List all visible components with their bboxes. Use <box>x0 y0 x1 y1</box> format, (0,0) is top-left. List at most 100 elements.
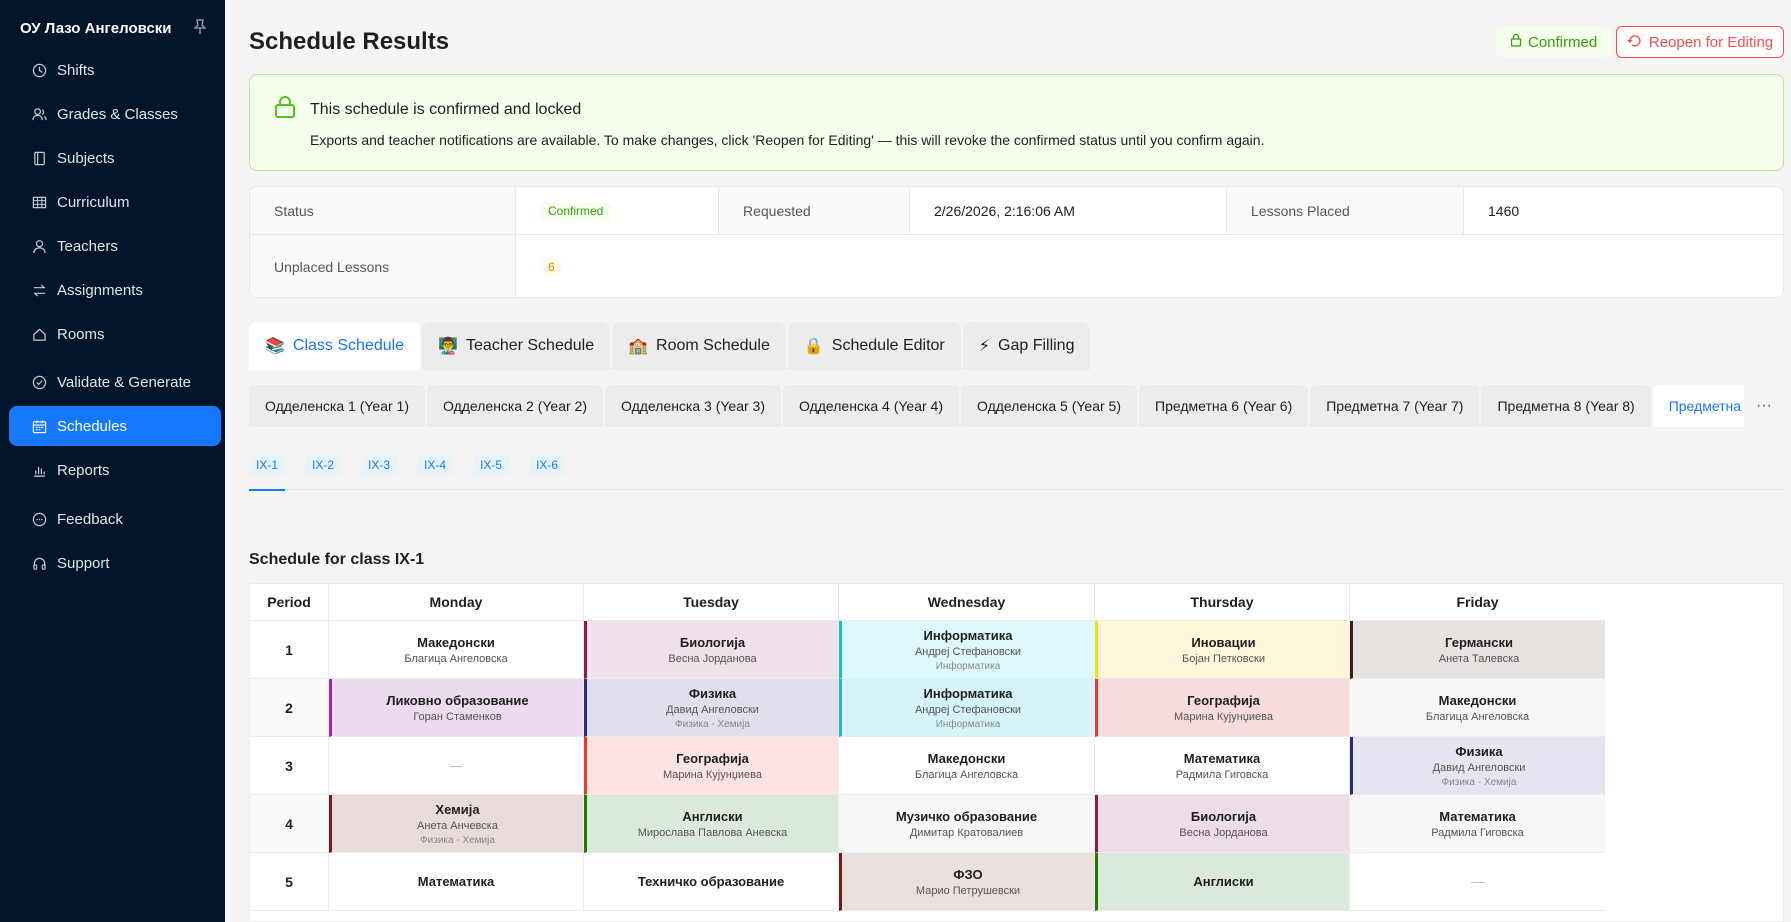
group-name: Физика - Хемија <box>1441 776 1517 788</box>
class-tab[interactable]: IX-6 <box>529 450 566 490</box>
table-icon <box>31 194 47 210</box>
class-tabs: IX-1 IX-2 IX-3 IX-4 IX-5 IX-6 <box>249 450 1784 491</box>
reopen-for-editing-button[interactable]: Reopen for Editing <box>1616 26 1784 58</box>
lock-icon <box>1510 33 1522 51</box>
grade-tab[interactable]: Одделенска 4 (Year 4) <box>783 385 959 427</box>
lesson-cell[interactable]: Германски Анета Талевска <box>1350 621 1605 679</box>
more-tabs-icon[interactable]: ··· <box>1756 397 1772 414</box>
tab-room-schedule[interactable]: 🏫 Room Schedule <box>612 322 786 370</box>
pin-icon[interactable] <box>193 18 207 38</box>
sidebar-item-teachers[interactable]: Teachers <box>9 226 221 266</box>
lesson-cell[interactable]: Македонски Благица Ангеловска <box>329 621 584 679</box>
class-tab[interactable]: IX-2 <box>305 450 342 490</box>
sidebar-item-feedback[interactable]: Feedback <box>9 499 221 539</box>
lesson-cell[interactable]: Биологија Весна Јорданова <box>584 621 839 679</box>
lesson-cell[interactable]: Математика Радмила Гиговска <box>1095 737 1350 795</box>
sidebar-item-subjects[interactable]: Subjects <box>9 138 221 178</box>
lesson-cell[interactable]: Физика Давид Ангеловски Физика - Хемија <box>584 679 839 737</box>
lesson-cell[interactable]: Физика Давид Ангеловски Физика - Хемија <box>1350 737 1605 795</box>
lesson-cell[interactable]: ФЗО Марио Петрушевски <box>839 853 1095 911</box>
lesson-cell[interactable]: Англиски <box>1095 853 1350 911</box>
page-title: Schedule Results <box>249 28 450 55</box>
class-tab[interactable]: IX-3 <box>361 450 398 490</box>
sidebar-item-reports[interactable]: Reports <box>9 450 221 490</box>
period-number: 1 <box>250 621 329 679</box>
sidebar-item-grades-classes[interactable]: Grades & Classes <box>9 94 221 134</box>
teacher-name: Димитар Кратовалиев <box>909 826 1024 839</box>
subject-name: Математика <box>1183 750 1261 766</box>
schedule-details: Status Confirmed Requested 2/26/2026, 2:… <box>249 186 1784 298</box>
lesson-cell[interactable]: Географија Марина Кујунџиева <box>584 737 839 795</box>
sidebar-item-validate-generate[interactable]: Validate & Generate <box>9 362 221 402</box>
tab-schedule-editor[interactable]: 🔒 Schedule Editor <box>787 322 961 370</box>
requested-label: Requested <box>719 187 910 235</box>
grade-tab[interactable]: Предметна 8 (Year 8) <box>1481 385 1651 427</box>
schedule-editor-icon: 🔒 <box>803 338 824 355</box>
class-tab[interactable]: IX-5 <box>473 450 510 490</box>
status-label: Status <box>250 187 516 235</box>
subject-name: Информатика <box>923 627 1013 643</box>
gap-filling-icon: ⚡ <box>978 338 990 355</box>
grade-tab[interactable]: Одделенска 1 (Year 1) <box>249 385 425 427</box>
grade-tab[interactable]: Предметна 9 (Year 9) <box>1652 385 1744 427</box>
column-header: Tuesday <box>584 584 839 621</box>
sidebar-item-assignments[interactable]: Assignments <box>9 270 221 310</box>
sidebar-item-shifts[interactable]: Shifts <box>9 50 221 90</box>
grade-tab[interactable]: Предметна 7 (Year 7) <box>1310 385 1480 427</box>
teacher-name: Давид Ангеловски <box>1432 761 1526 774</box>
grade-tab[interactable]: Одделенска 5 (Year 5) <box>961 385 1137 427</box>
period-number: 3 <box>250 737 329 795</box>
sidebar-item-label: Grades & Classes <box>57 105 178 123</box>
class-tab[interactable]: IX-1 <box>249 450 286 491</box>
sidebar-item-schedules[interactable]: Schedules <box>9 406 221 446</box>
tab-teacher-schedule[interactable]: 👨‍🏫 Teacher Schedule <box>422 322 611 370</box>
subject-name: Математика <box>417 874 495 889</box>
group-name: Физика - Хемија <box>675 718 750 730</box>
grade-tab[interactable]: Предметна 6 (Year 6) <box>1139 385 1309 427</box>
schedule-view-tabs: 📚 Class Schedule 👨‍🏫 Teacher Schedule 🏫 Room … <box>249 322 1091 370</box>
lesson-cell[interactable]: Македонски Благица Ангеловска <box>839 737 1095 795</box>
lesson-cell[interactable]: Македонски Благица Ангеловска <box>1350 679 1605 737</box>
sidebar-item-rooms[interactable]: Rooms <box>9 314 221 354</box>
user-icon <box>31 238 47 254</box>
lesson-cell[interactable]: Математика <box>329 853 584 911</box>
grade-tab[interactable]: Одделенска 2 (Year 2) <box>427 385 603 427</box>
lesson-cell[interactable]: Географија Марина Кујунџиева <box>1095 679 1350 737</box>
lesson-cell[interactable]: Техничко образование <box>584 853 839 911</box>
teacher-name: Радмила Гиговска <box>1175 768 1269 781</box>
lesson-cell[interactable]: Англиски Мирослава Павлова Аневска <box>584 795 839 853</box>
sidebar-item-support[interactable]: Support <box>9 543 221 583</box>
lock-icon <box>274 95 296 124</box>
subject-name: Германски <box>1445 634 1513 650</box>
room-schedule-icon: 🏫 <box>628 338 649 355</box>
lesson-cell[interactable]: Ликовно образование Горан Стаменков <box>329 679 584 737</box>
tab-gap-filling[interactable]: ⚡ Gap Filling <box>962 322 1091 370</box>
lesson-cell[interactable]: Математика Радмила Гиговска <box>1350 795 1605 853</box>
class-tab[interactable]: IX-4 <box>417 450 454 490</box>
grade-tab[interactable]: Одделенска 3 (Year 3) <box>605 385 781 427</box>
clock-icon <box>31 62 47 78</box>
lesson-cell[interactable]: Информатика Андреј Стефановски Информатика <box>839 679 1095 737</box>
sidebar-item-curriculum[interactable]: Curriculum <box>9 182 221 222</box>
lesson-cell[interactable]: Иновации Бојан Петковски <box>1095 621 1350 679</box>
lesson-cell[interactable]: Хемија Анета Анчевска Физика - Хемија <box>329 795 584 853</box>
lesson-cell[interactable]: Музичко образование Димитар Кратовалиев <box>839 795 1095 853</box>
teacher-name: Бојан Петковски <box>1182 652 1265 665</box>
lesson-cell[interactable]: Биологија Весна Јорданова <box>1095 795 1350 853</box>
calendar-icon <box>31 418 47 434</box>
sidebar-item-label: Teachers <box>57 237 118 255</box>
tab-class-schedule[interactable]: 📚 Class Schedule <box>249 322 421 370</box>
teacher-name: Марина Кујунџиева <box>662 768 763 781</box>
schedule-table: Period Monday Tuesday Wednesday Thursday Frid… <box>249 583 1784 922</box>
empty-slot[interactable]: — <box>1350 853 1605 911</box>
lesson-cell[interactable]: Информатика Андреј Стефановски Информатика <box>839 621 1095 679</box>
teacher-name: Анета Талевска <box>1438 652 1520 665</box>
sidebar: ОУ Лазо Ангеловски Shifts Grades & Classe… <box>0 0 225 922</box>
sidebar-item-label: Assignments <box>57 281 143 299</box>
reopen-label: Reopen for Editing <box>1648 33 1774 51</box>
period-number: 2 <box>250 679 329 737</box>
empty-slot[interactable]: — <box>329 737 584 795</box>
class-tab-label: IX-2 <box>305 455 342 475</box>
lessons-placed-label: Lessons Placed <box>1227 187 1464 235</box>
group-name: Информатика <box>935 660 1001 672</box>
